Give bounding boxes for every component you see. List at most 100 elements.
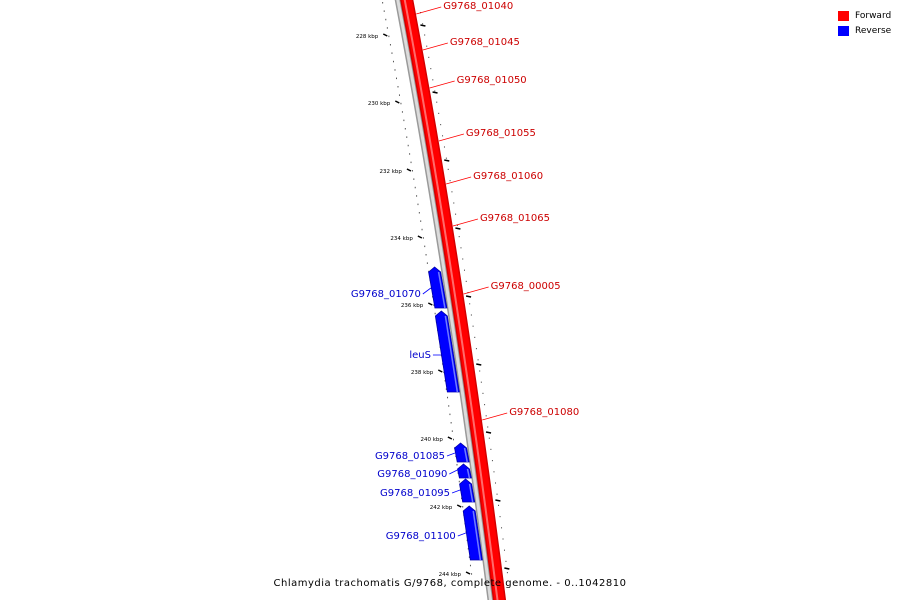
ruler-minor-tick [448, 405, 450, 407]
forward-gene-label[interactable]: G9768_01040 [443, 1, 513, 12]
ruler-tick-label: 234 kbp [390, 236, 413, 242]
track-minor-tick [463, 269, 465, 271]
track-minor-tick [432, 79, 434, 81]
ruler-major-tick [417, 235, 423, 239]
ruler-minor-tick [445, 388, 447, 390]
forward-swatch [838, 10, 849, 21]
track-minor-tick [490, 448, 492, 450]
reverse-gene-label[interactable]: G9768_01085 [375, 451, 445, 462]
track-minor-tick [474, 336, 476, 338]
track-minor-tick [505, 560, 507, 562]
track-minor-tick [477, 359, 479, 361]
gene-leader-line [438, 133, 464, 142]
track-minor-tick [470, 314, 472, 316]
ruler-minor-tick [471, 573, 473, 575]
gene-leader-line [482, 412, 508, 421]
ruler-minor-tick [456, 464, 458, 466]
ruler-minor-tick [385, 18, 387, 21]
ruler-minor-tick [397, 86, 399, 88]
ruler-minor-tick [382, 2, 384, 4]
track-minor-tick [499, 516, 501, 518]
gene-leader-line [463, 286, 489, 295]
gene-leader-line [446, 452, 456, 457]
track-minor-tick [445, 157, 447, 159]
track-minor-tick [485, 415, 487, 417]
reverse-gene-block [459, 478, 476, 503]
track-minor-tick [442, 135, 444, 137]
track-minor-tick [472, 325, 474, 327]
forward-gene-label[interactable]: G9768_01050 [457, 75, 527, 86]
ruler-tick-label: 244 kbp [439, 572, 462, 578]
track-minor-tick [443, 146, 445, 148]
ruler-major-tick [447, 436, 453, 440]
track-minor-tick [479, 370, 481, 372]
ruler-major-tick [394, 100, 400, 104]
ruler-minor-tick [391, 52, 393, 54]
ruler-minor-tick [434, 312, 436, 315]
reverse-gene-highlight [437, 271, 446, 309]
gene-labels: G9768_01040 G9768_01045 G9768_01050 G9768_0… [351, 1, 579, 542]
track-minor-tick [462, 258, 464, 260]
ruler-major-tick [382, 33, 388, 37]
reverse-gene-label[interactable]: G9768_01100 [386, 531, 456, 542]
ruler-tick-label: 228 kbp [356, 34, 379, 40]
ruler-minor-tick [452, 438, 454, 441]
legend-reverse-label: Reverse [855, 25, 892, 36]
gene-leader-line [445, 176, 472, 185]
forward-gene-label[interactable]: G9768_01055 [466, 128, 536, 139]
track-minor-tick [506, 572, 508, 574]
ruler-minor-tick [404, 128, 406, 130]
reverse-gene-label[interactable]: G9768_01090 [377, 469, 447, 480]
track-minor-tick [451, 191, 453, 193]
ruler-minor-tick [383, 10, 385, 12]
forward-gene-label[interactable]: G9768_01045 [450, 37, 520, 48]
reverse-track [428, 266, 483, 561]
reverse-gene-highlight [472, 510, 482, 561]
gene-leader-line [457, 532, 466, 537]
forward-gene-label[interactable]: G9768_01080 [509, 407, 579, 418]
track-minor-tick [447, 168, 449, 170]
track-major-tick [504, 567, 510, 570]
ruler-tick-label: 236 kbp [401, 303, 424, 309]
ruler-tick-label: 240 kbp [420, 437, 443, 443]
forward-track-highlight [403, 0, 499, 600]
ruler-minor-tick [418, 212, 420, 214]
track-minor-tick [422, 23, 424, 25]
forward-gene-label[interactable]: G9768_01065 [480, 213, 550, 224]
forward-gene-label[interactable]: G9768_00005 [491, 281, 561, 292]
track-minor-tick [440, 124, 442, 126]
ruler-minor-tick [425, 254, 427, 256]
track-major-tick [455, 227, 461, 230]
reverse-gene-label[interactable]: G9768_01095 [380, 488, 450, 499]
forward-gene-label[interactable]: G9768_01060 [473, 171, 543, 182]
track-minor-tick [434, 90, 436, 92]
track-minor-tick [501, 527, 503, 529]
reverse-gene-block [462, 505, 483, 561]
ruler-minor-tick [406, 136, 408, 138]
ruler-minor-tick [451, 430, 453, 432]
backbone [394, 0, 507, 600]
reverse-gene-label[interactable]: leuS [409, 350, 431, 361]
track-minor-tick [482, 392, 484, 394]
track-minor-tick [426, 45, 428, 47]
ruler-minor-tick [417, 203, 419, 206]
reverse-swatch [838, 25, 849, 36]
ruler-minor-tick [414, 186, 416, 189]
reverse-gene-block [454, 442, 470, 463]
ruler-minor-tick [389, 44, 391, 46]
track-major-tick [476, 363, 482, 366]
track-minor-tick [455, 213, 457, 215]
reverse-gene-highlight [466, 468, 471, 479]
forward-track [401, 0, 505, 600]
track-major-tick [420, 24, 426, 27]
gene-leader-line [422, 42, 448, 51]
track-minor-tick [453, 202, 455, 204]
reverse-gene-label[interactable]: G9768_01070 [351, 289, 421, 300]
track-minor-tick [475, 348, 477, 350]
ruler-minor-tick [392, 60, 394, 63]
track-major-tick [432, 91, 438, 94]
ruler-major-tick [465, 571, 471, 575]
track-minor-tick [469, 303, 471, 305]
ruler-tick-label: 230 kbp [368, 101, 391, 107]
track-minor-tick [430, 68, 432, 70]
